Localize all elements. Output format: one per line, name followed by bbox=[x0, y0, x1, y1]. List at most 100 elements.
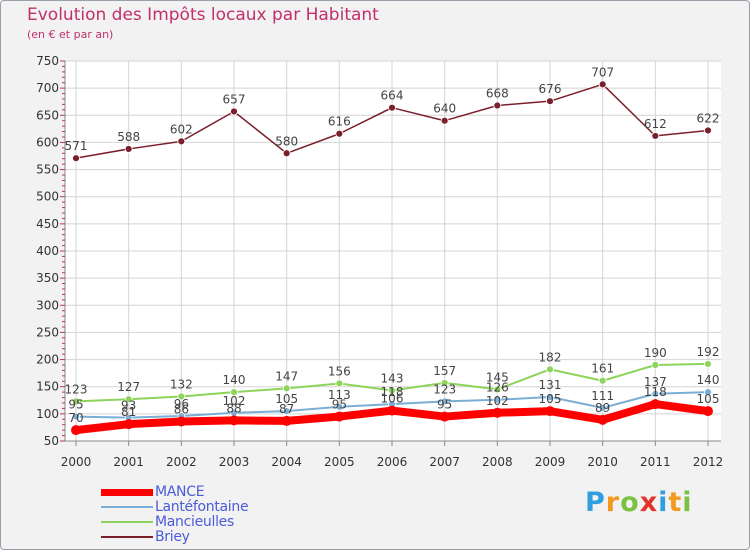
data-label: 95 bbox=[437, 398, 452, 412]
data-label: 95 bbox=[332, 398, 347, 412]
data-point bbox=[546, 97, 554, 106]
y-tick-label: 250 bbox=[36, 325, 59, 339]
data-label: 70 bbox=[68, 411, 83, 425]
data-label: 668 bbox=[486, 87, 509, 101]
data-label: 93 bbox=[121, 399, 136, 413]
data-point bbox=[704, 360, 712, 368]
data-point bbox=[123, 419, 134, 430]
x-tick-label: 2008 bbox=[482, 455, 513, 469]
logo-letter: t bbox=[668, 487, 683, 518]
logo-letter: r bbox=[605, 487, 621, 518]
x-tick-label: 2005 bbox=[324, 455, 355, 469]
data-label: 123 bbox=[433, 382, 456, 396]
x-tick-label: 2007 bbox=[429, 455, 460, 469]
data-label: 95 bbox=[68, 398, 83, 412]
data-point bbox=[651, 132, 660, 140]
data-label: 126 bbox=[486, 381, 509, 395]
x-tick-label: 2012 bbox=[693, 455, 724, 469]
data-label: 571 bbox=[65, 139, 88, 153]
data-label: 147 bbox=[275, 369, 298, 383]
data-point bbox=[546, 393, 554, 401]
chart-title: Evolution des Impôts locaux par Habitant bbox=[27, 5, 379, 25]
x-tick-label: 2011 bbox=[640, 455, 671, 469]
data-point bbox=[335, 402, 344, 411]
y-tick-label: 300 bbox=[36, 298, 59, 312]
data-point bbox=[493, 385, 502, 394]
y-tick-label: 400 bbox=[36, 244, 59, 258]
data-label: 89 bbox=[595, 401, 610, 415]
data-point bbox=[335, 129, 344, 138]
data-point bbox=[177, 392, 186, 401]
data-point bbox=[546, 365, 554, 374]
legend-label: MANCE bbox=[155, 484, 205, 500]
data-label: 145 bbox=[486, 370, 509, 384]
legend-swatch bbox=[101, 536, 153, 538]
data-label: 157 bbox=[433, 364, 456, 378]
y-tick-label: 550 bbox=[36, 163, 59, 177]
data-point bbox=[651, 361, 660, 369]
logo-letter: o bbox=[620, 487, 640, 518]
data-point bbox=[704, 126, 712, 135]
data-point bbox=[492, 407, 503, 418]
data-label: 102 bbox=[486, 394, 509, 408]
data-label: 102 bbox=[223, 394, 246, 408]
legend-label: Mancieulles bbox=[155, 514, 234, 530]
data-point bbox=[388, 103, 396, 112]
data-label: 588 bbox=[117, 130, 140, 144]
logo-letter: x bbox=[639, 487, 659, 518]
data-point bbox=[124, 395, 133, 404]
legend-swatch bbox=[101, 506, 153, 508]
legend-label: Briey bbox=[155, 529, 190, 545]
data-point bbox=[598, 80, 607, 89]
data-point bbox=[282, 149, 291, 158]
data-label: 96 bbox=[174, 397, 189, 411]
data-label: 118 bbox=[381, 385, 404, 399]
data-label: 182 bbox=[539, 350, 562, 364]
data-point bbox=[439, 411, 450, 422]
data-label: 127 bbox=[117, 380, 140, 394]
data-label: 118 bbox=[644, 385, 667, 399]
data-label: 131 bbox=[539, 378, 562, 392]
x-tick-label: 2009 bbox=[535, 455, 566, 469]
data-label: 140 bbox=[223, 373, 246, 387]
data-label: 580 bbox=[275, 134, 298, 148]
data-point bbox=[334, 411, 345, 422]
data-point bbox=[650, 399, 661, 410]
data-label: 612 bbox=[644, 117, 667, 131]
x-tick-label: 2003 bbox=[219, 455, 250, 469]
x-tick-label: 2010 bbox=[587, 455, 618, 469]
data-label: 140 bbox=[697, 373, 720, 387]
logo-letter: P bbox=[585, 487, 606, 518]
chart-subtitle: (en € et par an) bbox=[27, 28, 114, 41]
data-label: 616 bbox=[328, 115, 351, 129]
data-label: 707 bbox=[591, 65, 614, 79]
y-tick-label: 700 bbox=[36, 81, 59, 95]
data-label: 190 bbox=[644, 346, 667, 360]
data-point bbox=[598, 403, 607, 412]
data-point bbox=[176, 416, 187, 427]
data-label: 123 bbox=[65, 382, 88, 396]
data-point bbox=[230, 388, 238, 397]
data-point bbox=[545, 406, 555, 417]
data-label: 111 bbox=[591, 389, 614, 403]
data-label: 676 bbox=[539, 82, 562, 96]
data-point bbox=[598, 376, 607, 385]
y-tick-label: 200 bbox=[36, 353, 59, 367]
legend-swatch bbox=[101, 521, 153, 523]
logo-letter: i bbox=[658, 487, 669, 518]
data-label: 105 bbox=[697, 392, 720, 406]
data-point bbox=[440, 379, 449, 387]
y-tick-label: 750 bbox=[36, 54, 59, 68]
data-point bbox=[388, 386, 396, 395]
data-point bbox=[597, 414, 608, 425]
data-label: 657 bbox=[223, 92, 246, 106]
data-point bbox=[282, 407, 291, 416]
x-tick-label: 2000 bbox=[61, 455, 92, 469]
data-point bbox=[335, 379, 344, 388]
data-point bbox=[281, 415, 292, 426]
data-label: 143 bbox=[381, 372, 404, 386]
data-label: 88 bbox=[226, 401, 241, 415]
data-label: 86 bbox=[174, 402, 189, 416]
y-tick-label: 350 bbox=[36, 271, 59, 285]
